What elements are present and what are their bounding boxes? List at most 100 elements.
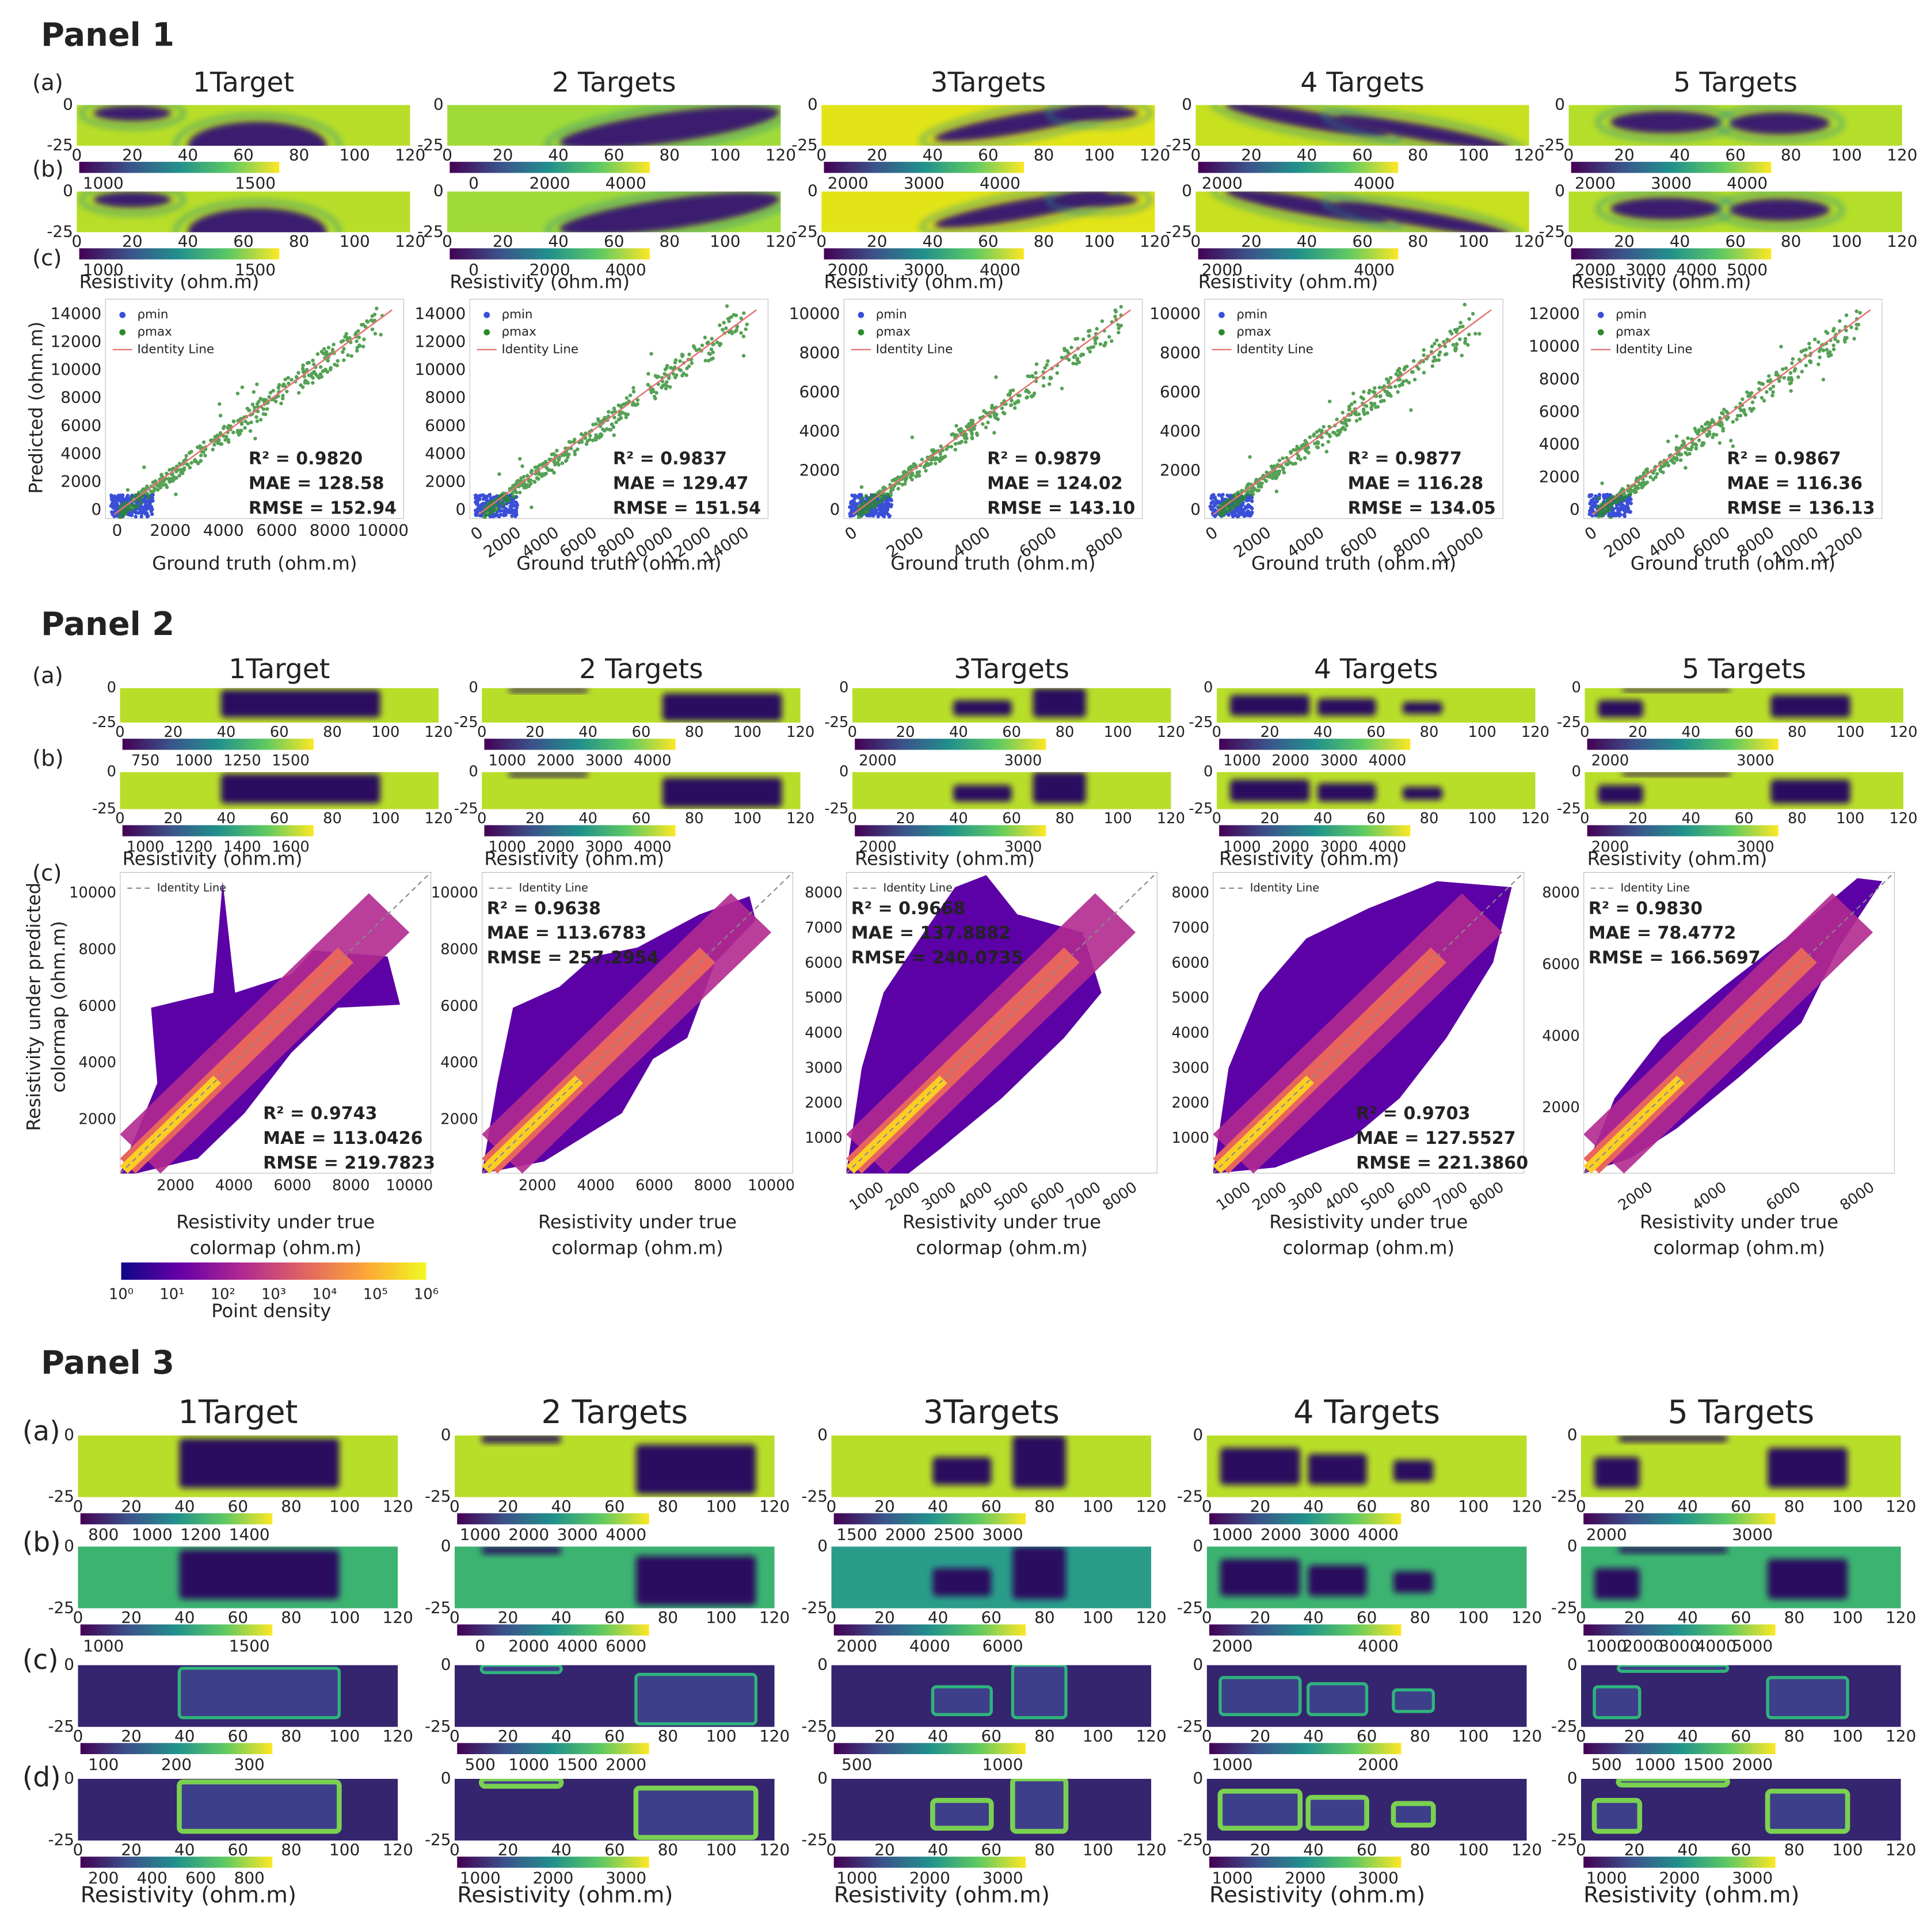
x-tick-label: 80 <box>1781 145 1801 164</box>
column-title: 1Target <box>193 67 294 98</box>
colorbar <box>1209 1624 1402 1636</box>
colorbar <box>1571 248 1772 260</box>
heatmap-feature <box>179 1549 340 1599</box>
identity-line <box>1213 309 1492 515</box>
heatmap <box>78 1665 398 1727</box>
x-tick-label: 60 <box>1357 1840 1377 1859</box>
panel-title: Panel 3 <box>41 1344 174 1382</box>
x-tick-label: 0 <box>1580 810 1589 827</box>
y-tick-label: 7000 <box>805 919 842 937</box>
heatmap-feature <box>1033 772 1086 804</box>
heatmap-feature <box>1618 1546 1728 1553</box>
heatmap-feature <box>1336 115 1511 146</box>
x-tick-label: 0 <box>1212 810 1221 827</box>
x-tick-label: 120 <box>1136 1840 1167 1859</box>
legend-marker <box>1597 329 1604 336</box>
x-tick-label: 0 <box>442 232 452 251</box>
x-tick-label: 40 <box>178 145 198 164</box>
x-tick-label: 20 <box>498 1726 518 1745</box>
x-tick-label: 80 <box>1034 232 1054 251</box>
x-tick-label: 100 <box>1084 145 1114 164</box>
y-tick-label: 0 <box>817 1769 828 1788</box>
heatmap <box>447 191 781 233</box>
x-tick-label: 100 <box>1083 1608 1113 1627</box>
y-tick-label: 4000 <box>425 444 466 463</box>
legend-marker <box>1218 311 1225 318</box>
colorbar-tick-label: 2000 <box>1586 1525 1627 1544</box>
x-tick-label: 120 <box>1511 1840 1542 1859</box>
heatmap-feature <box>633 1785 759 1840</box>
x-tick-label: 40 <box>1303 1726 1323 1745</box>
colorbar-tick-label: 1250 <box>223 752 261 769</box>
colorbar <box>80 1857 273 1868</box>
y-tick-label: 10000 <box>1529 337 1580 356</box>
metric-label: R² = 0.9879 <box>987 449 1101 469</box>
heatmap-feature <box>478 1778 564 1789</box>
x-tick-label: 80 <box>1410 1726 1430 1745</box>
colorbar-label: Resistivity (ohm.m) <box>1571 271 1751 292</box>
heatmap-feature <box>1012 1546 1066 1599</box>
metric-label: MAE = 113.6783 <box>487 923 646 944</box>
colorbar <box>833 1743 1026 1755</box>
colorbar <box>1587 825 1779 836</box>
x-tick-label: 80 <box>1408 232 1428 251</box>
x-tick-label: 20 <box>1241 232 1261 251</box>
colorbar-tick-label: 2000 <box>1659 1869 1700 1888</box>
legend-label: Identity Line <box>501 342 578 356</box>
colorbar-tick-label: 2000 <box>537 839 575 856</box>
x-tick-label: 20 <box>121 1726 141 1745</box>
colorbar-tick-label: 1000 <box>83 174 124 193</box>
x-tick-label: 100 <box>1468 724 1496 741</box>
heatmap-feature <box>1218 1676 1302 1717</box>
heatmap-feature <box>1617 1665 1730 1673</box>
colorbar <box>855 825 1046 836</box>
density-colorbar <box>121 1262 426 1280</box>
colorbar-tick-label: 2000 <box>1202 174 1243 193</box>
colorbar <box>484 825 676 836</box>
colorbar-tick-label: 1000 <box>83 1636 124 1655</box>
x-tick-label: 0 <box>827 1608 837 1627</box>
heatmap-feature <box>635 1556 756 1606</box>
x-tick-label: 80 <box>1410 1497 1430 1516</box>
x-tick-label: 2000 <box>1615 1178 1656 1214</box>
y-tick-label: 3000 <box>1172 1059 1210 1077</box>
row-label: (c) <box>22 1644 59 1676</box>
x-tick-label: 8000 <box>1099 1178 1140 1214</box>
y-tick-label: 8000 <box>1542 884 1580 902</box>
heatmap <box>454 1778 775 1841</box>
colorbar-tick-label: 1000 <box>132 1525 173 1544</box>
colorbar-tick-label: 2000 <box>508 1525 549 1544</box>
heatmap <box>1581 1665 1901 1727</box>
x-tick-label: 0 <box>1564 232 1574 251</box>
x-tick-label: 20 <box>1250 1497 1270 1516</box>
y-tick-label: 12000 <box>1529 304 1580 323</box>
identity-line <box>1591 309 1871 515</box>
metric-label: R² = 0.9867 <box>1727 449 1841 469</box>
y-tick-label: 6000 <box>799 382 840 401</box>
y-tick-label: 8000 <box>425 388 466 407</box>
colorbar-tick-label: 2000 <box>532 1869 573 1888</box>
colorbar <box>122 739 314 750</box>
x-tick-label: 0 <box>1576 1608 1586 1627</box>
x-tick-label: 60 <box>1731 1840 1751 1859</box>
x-tick-label: 6000 <box>1394 1178 1435 1214</box>
colorbar-tick-label: 1000 <box>1212 1869 1253 1888</box>
x-tick-label: 80 <box>685 724 704 741</box>
x-tick-label: 0 <box>442 145 452 164</box>
x-tick-label: 60 <box>981 1840 1001 1859</box>
legend-label: Identity Line <box>1616 342 1693 356</box>
colorbar <box>457 1624 649 1636</box>
colorbar-tick-label: 3000 <box>1736 752 1774 769</box>
x-tick-label: 3000 <box>1285 1178 1326 1214</box>
x-tick-label: 120 <box>759 1497 790 1516</box>
x-tick-label: 100 <box>1084 232 1114 251</box>
x-tick-label: 20 <box>121 1840 141 1859</box>
y-tick-label: 0 <box>1182 181 1192 200</box>
x-tick-label: 120 <box>424 724 452 741</box>
y-tick-label: 0 <box>469 763 478 781</box>
x-tick-label: 4000 <box>577 1177 615 1194</box>
y-tick-label: -25 <box>417 135 444 154</box>
x-tick-label: 20 <box>122 232 142 251</box>
colorbar-tick-label: 1500 <box>836 1525 877 1544</box>
heatmap <box>852 688 1171 723</box>
